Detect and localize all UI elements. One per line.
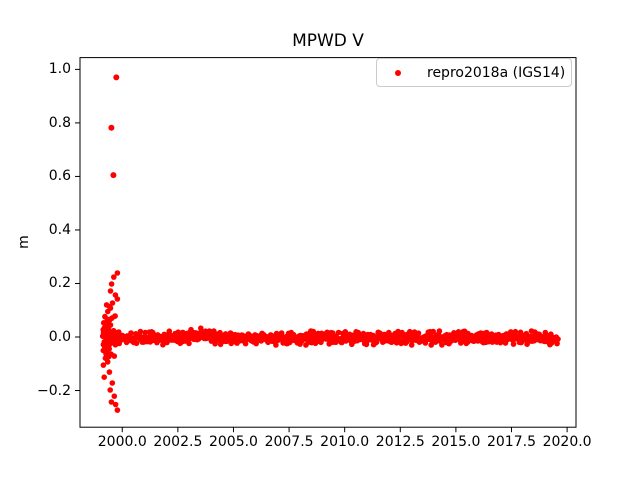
x-tick-label: 2002.5 [153,434,203,451]
data-point [112,401,119,408]
y-tick-label: 0.6 [48,168,71,185]
data-point [439,342,445,348]
data-point [113,340,119,347]
x-tick-label: 2005.0 [208,434,258,451]
data-point [101,332,107,338]
data-point [109,300,116,306]
data-point [108,339,115,346]
data-point [110,327,117,334]
data-point [273,342,279,348]
data-point [108,281,115,287]
data-point [166,328,173,335]
y-tick-label: 0.0 [48,329,71,345]
data-point [128,330,134,336]
data-point [107,387,113,393]
y-tick-label: 0.2 [48,275,71,292]
x-tick-label: 2012.5 [375,434,425,451]
y-tick-label: 1.0 [48,61,71,78]
x-tick-label: 2010.0 [320,434,370,451]
data-point [108,124,115,131]
x-tick-label: 2015.0 [431,434,481,451]
data-point [554,340,560,347]
x-tick-label: 2007.5 [264,434,314,451]
data-point [111,393,118,400]
data-point [101,325,108,331]
data-point [107,305,114,311]
data-point [512,328,519,335]
x-tick-label: 2017.5 [486,434,536,451]
data-point [253,340,259,347]
data-point [113,74,120,81]
data-point [407,328,413,335]
y-tick-label: 0.8 [48,114,71,131]
legend: repro2018a (IGS14) [376,58,572,87]
data-point [510,341,517,347]
data-point [106,322,112,329]
data-point [415,330,422,337]
data-point [101,374,107,381]
data-point [242,340,249,347]
data-point [133,340,140,347]
axis-tick-marks [75,68,568,433]
data-point [102,355,109,362]
data-point [408,342,415,348]
data-point [114,296,121,302]
data-point [114,407,121,413]
legend-label: repro2018a (IGS14) [427,64,566,81]
data-point [109,380,116,386]
y-tick-label: 0.4 [48,221,71,238]
data-point [102,313,108,320]
data-point [109,315,115,321]
data-point [111,274,117,280]
data-point [108,331,114,338]
data-point [114,270,121,276]
y-tick-label: −0.2 [37,382,71,399]
data-point [110,172,117,179]
data-point [106,369,113,375]
data-point [186,340,192,347]
data-point [103,346,109,353]
data-point [555,336,561,342]
x-tick-label: 2020.0 [542,434,592,451]
scatter-series-repro2018a [99,74,561,413]
data-point [103,302,110,308]
axes-frame [79,57,577,428]
data-point [137,328,144,335]
data-point [108,399,115,405]
data-point [278,330,285,336]
data-point [108,351,114,357]
data-point [436,328,443,334]
x-tick-label: 2000.0 [97,434,147,451]
data-point [100,362,107,368]
legend-marker-dot-icon [395,69,401,76]
chart-title: MPWD V [292,31,364,51]
data-point [107,288,114,294]
